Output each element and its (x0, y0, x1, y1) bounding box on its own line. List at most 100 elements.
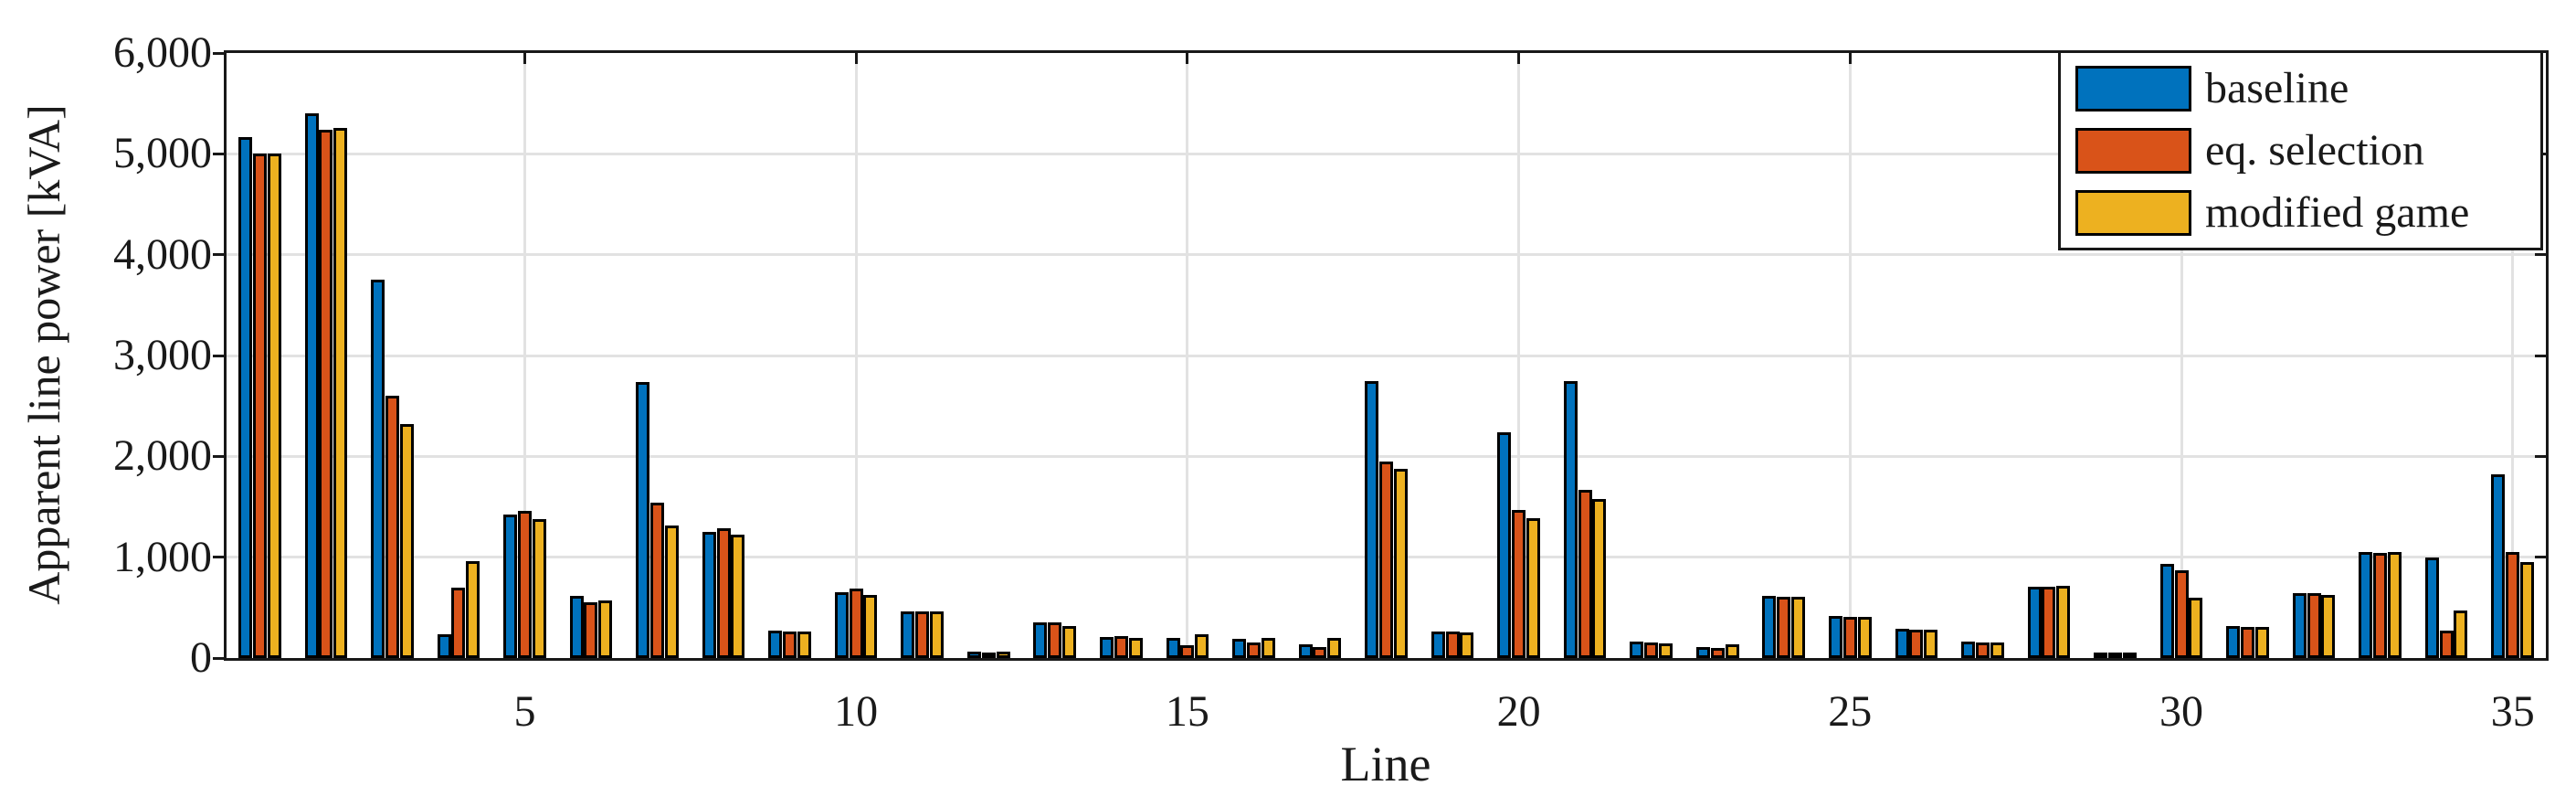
bar-eq-selection-line-13 (1048, 622, 1062, 658)
bar-eq-selection-line-32 (2307, 592, 2321, 658)
y-tick-left (213, 51, 224, 55)
bar-baseline-line-5 (503, 515, 518, 658)
bar-modified-game-line-31 (2254, 626, 2269, 658)
bar-modified-game-line-1 (267, 154, 281, 658)
bar-baseline-line-2 (304, 113, 319, 658)
bar-eq-selection-line-18 (1379, 461, 1393, 658)
bar-modified-game-line-11 (930, 611, 944, 658)
bar-eq-selection-line-27 (1975, 642, 1990, 658)
bar-baseline-line-6 (569, 595, 584, 658)
bar-baseline-line-30 (2159, 564, 2174, 658)
bar-baseline-line-17 (1298, 643, 1313, 658)
bar-baseline-line-22 (1630, 642, 1644, 658)
bar-baseline-line-20 (1497, 431, 1512, 658)
bar-eq-selection-line-31 (2241, 626, 2255, 658)
x-tick-label: 5 (513, 687, 536, 736)
x-tick-top (1186, 53, 1189, 64)
bar-eq-selection-line-2 (319, 129, 333, 658)
bar-eq-selection-line-11 (915, 611, 930, 658)
y-tick-label: 6,000 (113, 28, 212, 77)
bar-eq-selection-line-8 (716, 527, 731, 658)
bar-baseline-line-33 (2359, 552, 2373, 658)
bar-modified-game-line-29 (2122, 653, 2137, 658)
y-tick-right (2535, 253, 2546, 257)
y-tick-label: 0 (190, 633, 212, 682)
bar-eq-selection-line-24 (1777, 597, 1791, 658)
bar-modified-game-line-6 (598, 600, 613, 658)
bar-baseline-line-10 (834, 592, 849, 658)
bar-eq-selection-line-22 (1644, 642, 1659, 658)
bar-eq-selection-line-30 (2174, 570, 2189, 658)
bar-modified-game-line-14 (1128, 637, 1143, 658)
y-tick-left (213, 152, 224, 155)
legend-swatch (2075, 66, 2191, 111)
bar-baseline-line-26 (1895, 629, 1909, 658)
bar-baseline-line-11 (901, 611, 915, 658)
bar-baseline-line-13 (1033, 621, 1048, 658)
bar-modified-game-line-26 (1924, 630, 1938, 658)
legend-swatch (2075, 190, 2191, 236)
bar-modified-game-line-16 (1261, 637, 1275, 658)
bar-eq-selection-line-34 (2439, 630, 2454, 658)
x-gridline (1848, 53, 1852, 658)
bar-eq-selection-line-1 (252, 154, 267, 658)
bar-baseline-line-14 (1100, 636, 1114, 658)
legend-swatch (2075, 128, 2191, 174)
bar-eq-selection-line-28 (2042, 586, 2056, 658)
y-gridline (227, 454, 2546, 458)
x-tick-label: 25 (1828, 687, 1873, 736)
x-gridline (523, 53, 526, 658)
bar-baseline-line-28 (2027, 586, 2042, 658)
bar-baseline-line-19 (1431, 632, 1445, 658)
y-tick-left (213, 354, 224, 357)
bar-eq-selection-line-33 (2373, 553, 2388, 658)
bar-eq-selection-line-23 (1710, 647, 1725, 658)
legend: baseline eq. selection modified game (2058, 50, 2543, 250)
bar-baseline-line-24 (1762, 595, 1777, 658)
bar-eq-selection-line-6 (584, 601, 598, 658)
y-tick-label: 2,000 (113, 431, 212, 481)
y-tick-right (2535, 556, 2546, 559)
y-gridline (227, 152, 2546, 155)
x-tick-label: 15 (1165, 687, 1209, 736)
bar-baseline-line-21 (1563, 380, 1578, 658)
bar-eq-selection-line-19 (1445, 632, 1460, 658)
bar-modified-game-line-22 (1658, 643, 1673, 658)
bar-baseline-line-15 (1166, 637, 1180, 658)
bar-modified-game-line-20 (1526, 517, 1540, 658)
y-tick-left (213, 656, 224, 660)
bar-modified-game-line-25 (1857, 616, 1872, 658)
bar-eq-selection-line-21 (1578, 489, 1592, 658)
x-tick-top (854, 53, 858, 64)
x-tick-top (523, 53, 526, 64)
legend-label: baseline (2205, 64, 2349, 112)
bar-eq-selection-line-9 (783, 631, 797, 658)
bar-baseline-line-35 (2491, 473, 2506, 658)
y-tick-right (2535, 454, 2546, 458)
bar-eq-selection-line-15 (1180, 645, 1195, 658)
bar-modified-game-line-5 (532, 518, 546, 658)
x-gridline (1186, 53, 1189, 658)
bar-modified-game-line-9 (797, 631, 811, 658)
bar-eq-selection-line-5 (517, 510, 532, 658)
bar-eq-selection-line-16 (1246, 642, 1261, 658)
y-tick-right (2535, 354, 2546, 357)
bar-baseline-line-29 (2094, 653, 2108, 658)
x-tick-top (1848, 53, 1852, 64)
bar-baseline-line-27 (1961, 641, 1976, 658)
bar-modified-game-line-7 (664, 526, 679, 658)
x-tick-label: 20 (1496, 687, 1541, 736)
y-tick-label: 1,000 (113, 532, 212, 581)
x-tick-label: 30 (2159, 687, 2203, 736)
bar-eq-selection-line-7 (650, 502, 665, 658)
bar-eq-selection-line-17 (1313, 646, 1327, 658)
bar-modified-game-line-34 (2454, 611, 2468, 658)
bar-modified-game-line-21 (1592, 498, 1607, 658)
bar-baseline-line-9 (768, 631, 783, 658)
bar-baseline-line-25 (1829, 616, 1842, 658)
bar-baseline-line-34 (2424, 557, 2439, 658)
bar-baseline-line-7 (636, 381, 650, 658)
bar-modified-game-line-35 (2520, 561, 2535, 658)
bar-eq-selection-line-3 (385, 396, 399, 658)
